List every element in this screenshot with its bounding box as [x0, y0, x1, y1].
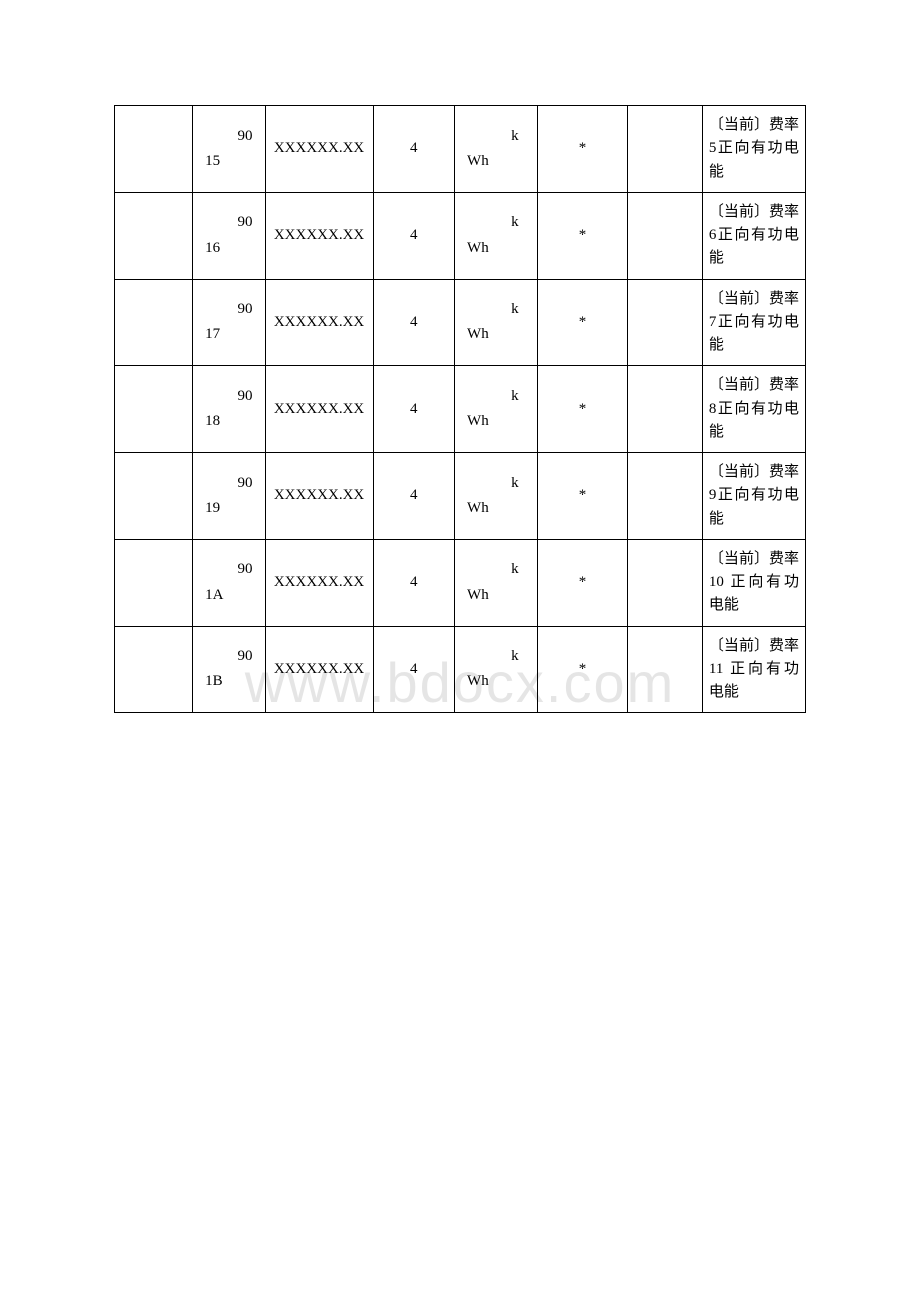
cell-code: 9019: [193, 453, 265, 540]
table-row: 901AXXXXXX.XX4kWh*〔当前〕费率10 正向有功电能: [115, 539, 806, 626]
table-row: 9015XXXXXX.XX4kWh*〔当前〕费率 5正向有功电能: [115, 106, 806, 193]
cell-unit: kWh: [455, 626, 538, 713]
cell-unit: kWh: [455, 366, 538, 453]
cell-unit-top: k: [461, 558, 531, 581]
cell-code: 901A: [193, 539, 265, 626]
cell-code-bottom: 1A: [199, 584, 258, 607]
cell-code-top: 90: [199, 645, 258, 668]
cell-empty-left: [115, 192, 193, 279]
cell-mark: *: [537, 106, 628, 193]
cell-empty-left: [115, 366, 193, 453]
cell-description: 〔当前〕费率 5正向有功电能: [702, 106, 805, 193]
cell-length: 4: [373, 539, 455, 626]
cell-description: 〔当前〕费率10 正向有功电能: [702, 539, 805, 626]
cell-format: XXXXXX.XX: [265, 192, 373, 279]
cell-empty-mid: [628, 626, 703, 713]
data-table: 9015XXXXXX.XX4kWh*〔当前〕费率 5正向有功电能9016XXXX…: [114, 105, 806, 713]
cell-unit-bottom: Wh: [461, 237, 531, 260]
cell-description: 〔当前〕费率 7正向有功电能: [702, 279, 805, 366]
cell-unit: k Wh: [455, 539, 538, 626]
cell-length: 4: [373, 626, 455, 713]
cell-mark: *: [537, 366, 628, 453]
cell-code: 901B: [193, 626, 265, 713]
cell-empty-mid: [628, 366, 703, 453]
cell-code: 9015: [193, 106, 265, 193]
cell-empty-mid: [628, 453, 703, 540]
cell-unit-top: k: [461, 125, 531, 148]
cell-code: 9018: [193, 366, 265, 453]
cell-code-top: 90: [199, 298, 258, 321]
cell-code-bottom: 16: [199, 237, 258, 260]
cell-unit-bottom: Wh: [461, 497, 531, 520]
table-row: 9016XXXXXX.XX4kWh*〔当前〕费率 6正向有功电能: [115, 192, 806, 279]
table-row: 9017XXXXXX.XX4kWh*〔当前〕费率 7正向有功电能: [115, 279, 806, 366]
cell-description: 〔当前〕费率11 正向有功电能: [702, 626, 805, 713]
cell-unit: k Wh: [455, 192, 538, 279]
cell-format: XXXXXX.XX: [265, 106, 373, 193]
cell-mark: *: [537, 626, 628, 713]
cell-length: 4: [373, 279, 455, 366]
cell-empty-left: [115, 539, 193, 626]
cell-description: 〔当前〕费率 8正向有功电能: [702, 366, 805, 453]
cell-code: 9016: [193, 192, 265, 279]
data-table-container: 9015XXXXXX.XX4kWh*〔当前〕费率 5正向有功电能9016XXXX…: [114, 105, 806, 713]
cell-empty-mid: [628, 106, 703, 193]
cell-length: 4: [373, 453, 455, 540]
cell-mark: *: [537, 453, 628, 540]
cell-description: 〔当前〕费率 6正向有功电能: [702, 192, 805, 279]
cell-unit: kWh: [455, 279, 538, 366]
cell-format: XXXXXX.XX: [265, 626, 373, 713]
cell-code-top: 90: [199, 472, 258, 495]
cell-empty-left: [115, 626, 193, 713]
cell-mark: *: [537, 279, 628, 366]
cell-empty-left: [115, 106, 193, 193]
cell-code-bottom: 1B: [199, 670, 258, 693]
cell-format: XXXXXX.XX: [265, 366, 373, 453]
cell-format: XXXXXX.XX: [265, 539, 373, 626]
cell-unit-bottom: Wh: [461, 323, 531, 346]
cell-format: XXXXXX.XX: [265, 453, 373, 540]
cell-code-bottom: 18: [199, 410, 258, 433]
cell-length: 4: [373, 366, 455, 453]
table-row: 9019XXXXXX.XX4kWh*〔当前〕费率 9正向有功电能: [115, 453, 806, 540]
cell-empty-mid: [628, 279, 703, 366]
cell-unit-bottom: Wh: [461, 410, 531, 433]
cell-unit-top: k: [461, 298, 531, 321]
cell-unit-bottom: Wh: [461, 584, 531, 607]
cell-mark: *: [537, 539, 628, 626]
cell-code-top: 90: [199, 385, 258, 408]
cell-code-top: 90: [199, 211, 258, 234]
cell-empty-left: [115, 279, 193, 366]
cell-unit-top: k: [461, 472, 531, 495]
cell-format: XXXXXX.XX: [265, 279, 373, 366]
cell-code-top: 90: [199, 558, 258, 581]
cell-description: 〔当前〕费率 9正向有功电能: [702, 453, 805, 540]
cell-unit-top: k: [461, 645, 531, 668]
cell-unit: kWh: [455, 106, 538, 193]
cell-code: 9017: [193, 279, 265, 366]
cell-code-bottom: 17: [199, 323, 258, 346]
cell-unit: kWh: [455, 453, 538, 540]
cell-empty-mid: [628, 539, 703, 626]
table-row: 901BXXXXXX.XX4kWh*〔当前〕费率11 正向有功电能: [115, 626, 806, 713]
cell-length: 4: [373, 106, 455, 193]
table-row: 9018XXXXXX.XX4kWh*〔当前〕费率 8正向有功电能: [115, 366, 806, 453]
cell-code-bottom: 15: [199, 150, 258, 173]
cell-length: 4: [373, 192, 455, 279]
cell-unit-top: k: [461, 211, 531, 234]
cell-unit-top: k: [461, 385, 531, 408]
cell-code-top: 90: [199, 125, 258, 148]
cell-unit-bottom: Wh: [461, 670, 531, 693]
cell-code-bottom: 19: [199, 497, 258, 520]
cell-empty-left: [115, 453, 193, 540]
cell-mark: *: [537, 192, 628, 279]
cell-unit-bottom: Wh: [461, 150, 531, 173]
cell-empty-mid: [628, 192, 703, 279]
